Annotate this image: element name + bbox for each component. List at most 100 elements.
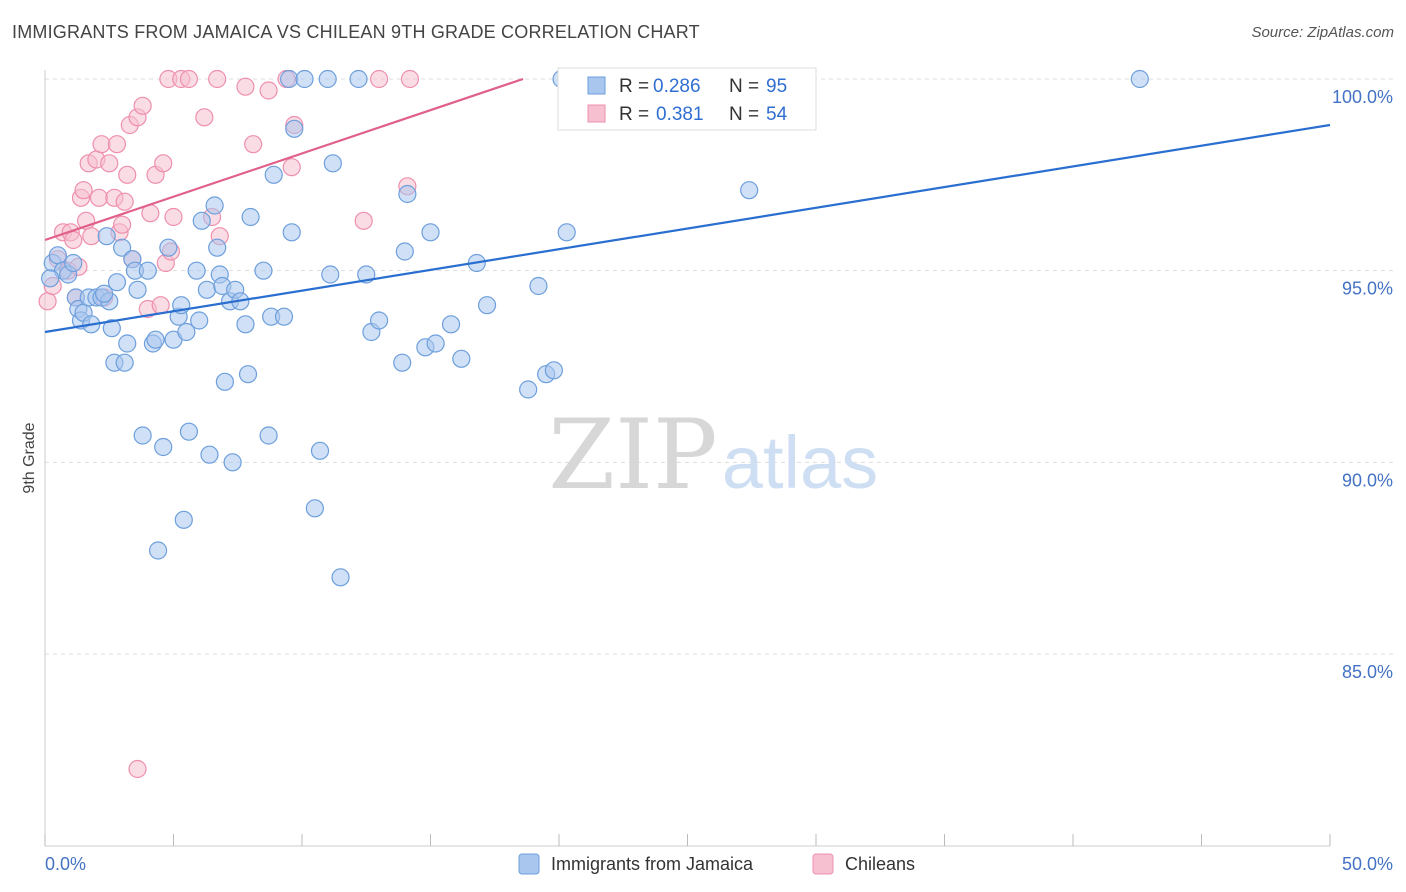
jamaica-point-81 (519, 380, 538, 399)
chileans-point-53 (400, 69, 420, 89)
jamaica-point-67 (331, 568, 350, 587)
jamaica-point-86 (557, 223, 576, 242)
legend-n-value-1: 95 (766, 76, 787, 97)
jamaica-point-20 (118, 334, 137, 353)
jamaica-point-17 (107, 273, 127, 292)
jamaica-point-56 (264, 165, 283, 184)
bottom-legend-label-chileans: Chileans (845, 854, 915, 874)
jamaica-point-89 (740, 181, 759, 200)
jamaica-point-41 (205, 196, 224, 215)
watermark-zip: ZIP (548, 399, 717, 511)
jamaica-point-92 (95, 284, 114, 303)
x-tick-label-max: 50.0% (1342, 854, 1393, 874)
jamaica-point-53 (254, 261, 273, 280)
jamaica-point-82 (529, 276, 548, 296)
chileans-point-42 (208, 69, 227, 89)
y-axis-tick-labels: 85.0% 90.0% 95.0% 100.0% (1332, 87, 1393, 682)
jamaica-point-64 (318, 69, 337, 89)
jamaica-point-80 (477, 296, 497, 315)
jamaica-point-34 (174, 510, 193, 529)
jamaica-point-35 (177, 322, 196, 342)
jamaica-point-54 (259, 426, 278, 445)
jamaica-point-52 (241, 207, 260, 227)
trend-line-jamaica (44, 123, 1331, 334)
legend-r-label-1: R = (619, 76, 649, 97)
chileans-point-24 (118, 165, 137, 184)
jamaica-point-18 (112, 238, 132, 257)
chileans-point-10 (74, 181, 93, 200)
jamaica-point-45 (215, 372, 234, 391)
chileans-point-48 (282, 158, 301, 177)
y-tick-label-85: 85.0% (1342, 662, 1393, 682)
jamaica-point-51 (238, 365, 258, 384)
legend-n-label-2: N = (729, 104, 759, 125)
chileans-point-54 (128, 759, 147, 779)
source-credit: Source: ZipAtlas.com (1251, 24, 1394, 41)
jamaica-point-29 (154, 437, 173, 457)
jamaica-point-68 (349, 69, 368, 89)
watermark-atlas: atlas (722, 421, 878, 504)
chileans-point-39 (179, 69, 199, 89)
bottom-legend-label-jamaica: Immigrants from Jamaica (551, 854, 754, 874)
chileans-point-18 (100, 154, 119, 173)
legend-swatch-chileans (587, 104, 606, 123)
trend-line-chileans (44, 77, 524, 242)
chileans-point-33 (154, 154, 173, 173)
chileans-point-6 (64, 230, 83, 250)
jamaica-point-72 (395, 242, 414, 261)
chileans-point-50 (354, 211, 373, 230)
legend-n-label-1: N = (729, 76, 759, 97)
jamaica-point-47 (223, 453, 242, 472)
jamaica-point-38 (192, 211, 211, 230)
jamaica-point-28 (148, 541, 168, 560)
bottom-legend-swatch-chileans (812, 853, 834, 875)
legend: R = 0.286 N = 95 R = 0.381 N = 54 (557, 67, 817, 131)
jamaica-point-62 (305, 499, 324, 518)
chileans-points (38, 69, 420, 779)
y-axis-label: 9th Grade (21, 422, 38, 493)
jamaica-point-60 (285, 119, 304, 138)
jamaica-point-93 (187, 261, 206, 280)
chileans-point-46 (259, 81, 278, 100)
trend-lines (44, 77, 1331, 334)
chileans-point-13 (82, 227, 101, 246)
chileans-point-23 (115, 192, 134, 211)
chileans-point-45 (244, 135, 263, 154)
chart-title: IMMIGRANTS FROM JAMAICA VS CHILEAN 9TH G… (12, 22, 700, 42)
jamaica-point-58 (280, 69, 299, 89)
jamaica-point-42 (208, 238, 227, 257)
jamaica-point-71 (393, 353, 412, 372)
chileans-point-16 (92, 135, 111, 154)
jamaica-point-91 (41, 269, 60, 288)
x-axis-ticks (44, 834, 1331, 846)
x-tick-label-min: 0.0% (45, 854, 86, 874)
chileans-point-37 (164, 207, 183, 227)
legend-swatch-jamaica (587, 76, 606, 95)
jamaica-point-63 (310, 441, 330, 460)
jamaica-point-78 (452, 349, 471, 368)
jamaica-point-30 (159, 238, 178, 257)
chileans-point-32 (151, 296, 170, 315)
chileans-point-51 (370, 69, 389, 89)
jamaica-point-57 (274, 307, 294, 326)
jamaica-point-84 (544, 361, 563, 380)
chileans-point-40 (195, 108, 214, 127)
legend-r-value-2: 0.381 (656, 104, 704, 125)
chileans-point-28 (133, 96, 152, 115)
bottom-legend-swatch-jamaica (518, 853, 540, 875)
y-tick-label-100: 100.0% (1332, 87, 1393, 107)
jamaica-point-27 (146, 330, 165, 349)
jamaica-point-61 (295, 69, 314, 89)
y-tick-label-90: 90.0% (1342, 470, 1393, 490)
bottom-legend: Immigrants from Jamaica Chileans (518, 853, 915, 875)
jamaica-point-36 (179, 422, 199, 441)
legend-n-value-2: 54 (766, 104, 788, 125)
chileans-point-0 (38, 292, 57, 311)
jamaica-point-25 (138, 261, 157, 280)
chileans-point-44 (236, 77, 255, 96)
jamaica-point-4 (64, 253, 83, 273)
jamaica-point-13 (97, 227, 116, 246)
jamaica-point-59 (282, 223, 301, 242)
legend-r-label-2: R = (619, 104, 649, 125)
